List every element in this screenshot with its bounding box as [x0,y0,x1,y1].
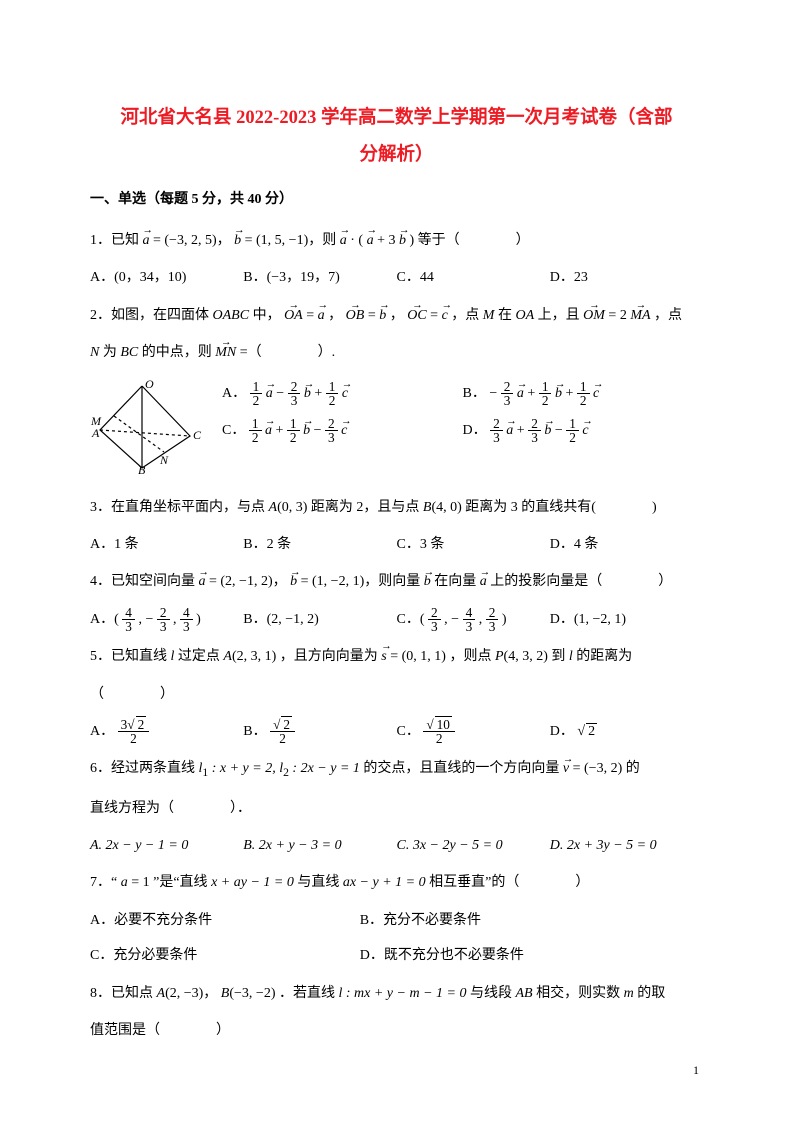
q2-choice-a: A． 12 →a − 23 →b + 12 →c [222,380,463,408]
q4-choice-a: A．( 43 , − 23 , 43 ) [90,605,243,634]
q1-choice-c: C．44 [397,263,550,292]
q6-choice-a: A. 2x − y − 1 = 0 [90,831,243,860]
q6-choice-b: B. 2x + y − 3 = 0 [243,831,396,860]
diagram-label-b: B [138,463,146,475]
q1-choice-b: B．(−3，19，7) [243,263,396,292]
title-line-1: 河北省大名县 2022-2023 学年高二数学上学期第一次月考试卷（含部 [90,100,703,137]
q7-choice-c: C．充分必要条件 [90,941,360,970]
q6-choices: A. 2x − y − 1 = 0 B. 2x + y − 3 = 0 C. 3… [90,831,703,860]
question-8-line2: 值范围是（） [90,1016,703,1045]
q4-choices: A．( 43 , − 23 , 43 ) B．(2, −1, 2) C．( 23… [90,605,703,634]
tetrahedron-diagram: O M A C N B [90,380,208,475]
q4-choice-d: D．(1, −2, 1) [550,605,703,634]
question-7: 7．“ a = 1 ”是“直线 x + ay − 1 = 0 与直线 ax − … [90,868,703,897]
q1-pre: 1．已知 [90,233,143,248]
question-4: 4．已知空间向量 →a = (2, −1, 2)， →b = (1, −2, 1… [90,567,703,596]
q1-choice-a: A．(0，34，10) [90,263,243,292]
diagram-label-o: O [145,380,154,391]
q1-choice-d: D．23 [550,263,703,292]
page-number: 1 [693,1063,699,1078]
diagram-label-c: C [193,428,202,442]
q3-choice-c: C．3 条 [397,530,550,559]
q2-choice-b: B． − 23 →a + 12 →b + 12 →c [463,380,704,408]
q2-choice-d: D． 23 →a + 23 →b − 12 →c [463,417,704,445]
title-line-2: 分解析） [90,137,703,174]
question-1: 1．已知 →a = (−3, 2, 5)， →b = (1, 5, −1)，则 … [90,226,703,255]
q3-choice-a: A．1 条 [90,530,243,559]
question-5: 5．已知直线 l 过定点 A(2, 3, 1) ，且方向向量为 →s = (0,… [90,642,703,671]
diagram-label-a: A [91,426,100,440]
q7-choices-row1: A．必要不充分条件 B．充分不必要条件 [90,906,703,935]
q5-choice-a: A． 3√22 [90,717,243,746]
question-6: 6．经过两条直线 l1 : x + y = 2, l2 : 2x − y = 1… [90,754,703,785]
q4-choice-c: C．( 23 , − 43 , 23 ) [397,605,550,634]
q5-choice-b: B． √22 [243,717,396,746]
section-1-heading: 一、单选（每题 5 分，共 40 分） [90,188,703,208]
q4-choice-b: B．(2, −1, 2) [243,605,396,634]
q3-choice-b: B．2 条 [243,530,396,559]
q7-choices-row2: C．充分必要条件 D．既不充分也不必要条件 [90,941,703,970]
question-3: 3．在直角坐标平面内，与点 A(0, 3) 距离为 2，且与点 B(4, 0) … [90,493,703,522]
q6-choice-d: D. 2x + 3y − 5 = 0 [550,831,703,860]
question-2-line2: N 为 BC 的中点，则 →MN =（）. [90,338,703,367]
diagram-label-n: N [159,453,169,467]
q2-block: O M A C N B A． 12 →a − 23 →b + 12 →c B [90,376,703,479]
q6-choice-c: C. 3x − 2y − 5 = 0 [397,831,550,860]
q5-choice-d: D． √2 [550,717,703,746]
question-5-line2: （） [90,680,703,709]
q5-choices: A． 3√22 B． √22 C． √102 D． √2 [90,717,703,746]
q3-choice-d: D．4 条 [550,530,703,559]
q7-choice-b: B．充分不必要条件 [360,906,703,935]
question-8: 8．已知点 A(2, −3)， B(−3, −2) ．若直线 l : mx + … [90,979,703,1008]
q7-choice-d: D．既不充分也不必要条件 [360,941,703,970]
q5-choice-c: C． √102 [397,717,550,746]
question-2-line1: 2．如图，在四面体 OABC 中， →OA = →a ， →OB = →b ， … [90,301,703,330]
q1-choices: A．(0，34，10) B．(−3，19，7) C．44 D．23 [90,263,703,292]
q7-choice-a: A．必要不充分条件 [90,906,360,935]
q2-choice-c: C． 12 →a + 12 →b − 23 →c [222,417,463,445]
q3-choices: A．1 条 B．2 条 C．3 条 D．4 条 [90,530,703,559]
exam-page: 河北省大名县 2022-2023 学年高二数学上学期第一次月考试卷（含部 分解析… [0,0,793,1093]
question-6-line2: 直线方程为（）． [90,794,703,823]
